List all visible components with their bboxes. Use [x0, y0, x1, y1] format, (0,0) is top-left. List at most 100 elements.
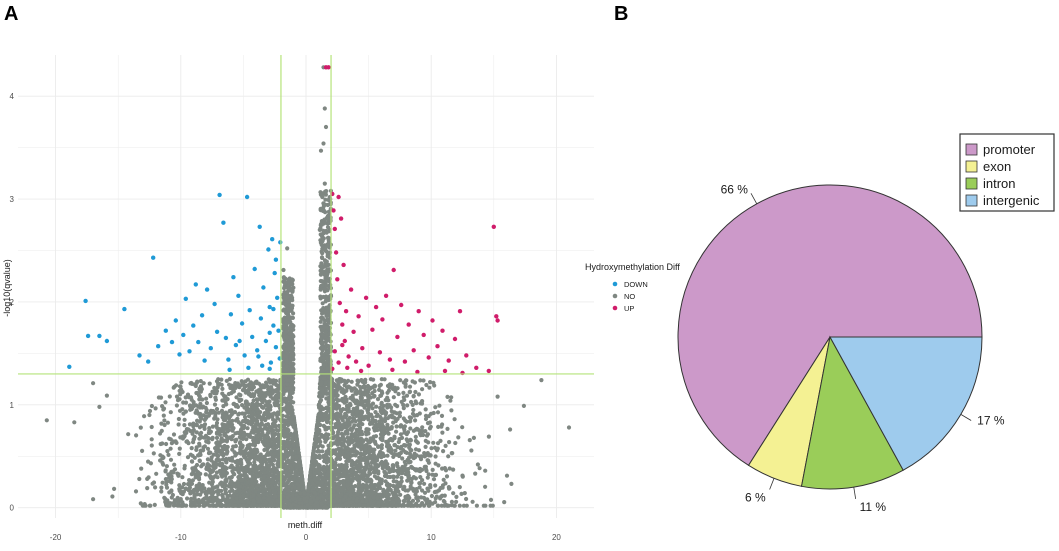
point-no [273, 494, 278, 499]
point-no [418, 378, 423, 383]
point-no [265, 390, 270, 395]
point-no [220, 474, 225, 479]
point-no [388, 474, 393, 480]
point-no [153, 406, 158, 411]
point-no [346, 403, 351, 408]
point-no [394, 429, 399, 434]
point-no [435, 410, 441, 415]
point-no [430, 467, 435, 472]
point-no [411, 407, 416, 413]
point-no [364, 483, 369, 488]
point-no [169, 488, 174, 493]
point-no [214, 420, 220, 426]
point-no [373, 410, 378, 415]
point-no [394, 424, 399, 429]
point-no [329, 425, 334, 430]
point-no [341, 436, 346, 441]
point-no [163, 400, 168, 405]
point-no [238, 435, 243, 440]
point-no [440, 422, 445, 427]
point-no [165, 449, 170, 454]
point-no [374, 414, 379, 419]
point-no [254, 389, 259, 394]
point-no [483, 468, 488, 473]
point-no [385, 489, 390, 494]
point-no [237, 397, 242, 402]
point-no [390, 500, 396, 505]
point-no [192, 472, 198, 477]
point-no [234, 496, 239, 501]
point-no [340, 443, 345, 448]
point-no [222, 424, 227, 430]
point-no [350, 393, 355, 398]
point-no [360, 403, 366, 408]
point-no [420, 488, 425, 493]
point-no [326, 458, 331, 463]
point-no [162, 422, 167, 428]
point-no [318, 398, 324, 403]
point-no [214, 440, 219, 446]
point-no [234, 403, 239, 408]
point-no [483, 503, 488, 508]
point-no [207, 381, 212, 386]
point-no [397, 466, 402, 472]
point-no [195, 418, 200, 423]
point-no [232, 410, 238, 415]
point-no [223, 483, 228, 488]
point-no [250, 392, 255, 397]
point-no [243, 418, 248, 423]
point-no [433, 483, 438, 488]
point-no [319, 501, 324, 506]
point-no [431, 380, 436, 385]
point-no [230, 455, 235, 460]
point-no [368, 436, 373, 441]
point-no [437, 403, 442, 408]
point-no [225, 499, 230, 504]
point-no [202, 426, 207, 431]
point-no [467, 438, 472, 443]
point-no [133, 489, 139, 494]
point-no [367, 470, 372, 475]
point-no [170, 492, 175, 498]
point-no [379, 416, 384, 421]
point-no [152, 502, 157, 507]
point-no [215, 454, 221, 459]
point-no [424, 433, 430, 438]
point-no [150, 481, 155, 486]
point-no [402, 499, 407, 504]
point-no [140, 503, 145, 508]
point-no [168, 457, 174, 462]
point-no [224, 458, 229, 463]
point-no [321, 423, 326, 428]
point-no [335, 398, 340, 403]
point-no [411, 475, 416, 480]
point-no [161, 413, 166, 418]
point-no [390, 463, 395, 468]
point-no [147, 408, 153, 414]
point-no [440, 493, 445, 498]
point-no [134, 433, 139, 438]
point-no [233, 382, 238, 387]
point-no [451, 491, 456, 496]
point-no [282, 455, 287, 460]
point-no [149, 437, 154, 442]
point-no [203, 472, 208, 477]
point-no [211, 452, 216, 457]
point-no [298, 491, 303, 496]
point-no [287, 484, 292, 489]
point-no [393, 419, 398, 424]
point-no [407, 442, 412, 447]
point-no [340, 418, 345, 423]
point-no [345, 454, 350, 459]
point-no [313, 475, 318, 480]
point-no [197, 443, 202, 448]
point-no [142, 414, 147, 419]
point-no [165, 420, 170, 425]
point-no [350, 453, 355, 458]
point-no [416, 392, 421, 397]
point-no [404, 468, 410, 473]
point-no [251, 474, 256, 479]
point-no [267, 385, 273, 390]
point-no [343, 395, 348, 400]
point-no [422, 481, 427, 486]
